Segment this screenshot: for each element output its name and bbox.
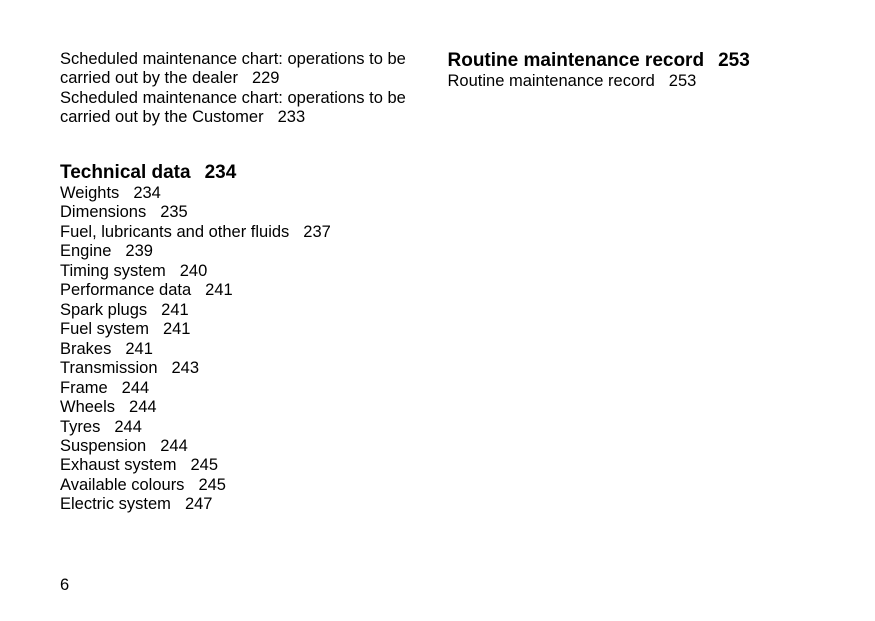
toc-entry: Performance data 241 [60, 281, 428, 300]
toc-entry-page: 241 [205, 281, 233, 299]
toc-entry-page: 243 [172, 359, 200, 377]
page-number: 6 [60, 576, 69, 595]
toc-entry-label: Spark plugs [60, 301, 147, 319]
toc-entry: Electric system 247 [60, 495, 428, 514]
toc-entry-label: Tyres [60, 418, 100, 436]
toc-entry-page: 241 [161, 301, 189, 319]
toc-entry-label: Scheduled maintenance chart: operations … [60, 89, 406, 126]
toc-entry-label: Performance data [60, 281, 191, 299]
toc-entry-page: 237 [303, 223, 331, 241]
toc-entry-label: Frame [60, 379, 108, 397]
toc-entry: Fuel, lubricants and other fluids 237 [60, 223, 428, 242]
toc-entry: Scheduled maintenance chart: operations … [60, 89, 428, 128]
toc-entry: Weights 234 [60, 184, 428, 203]
toc-entry-page: 244 [160, 437, 188, 455]
toc-entry-label: Transmission [60, 359, 158, 377]
section-title-page: 253 [718, 50, 750, 71]
toc-entry: Available colours 245 [60, 476, 428, 495]
toc-entry: Scheduled maintenance chart: operations … [60, 50, 428, 89]
left-column: Scheduled maintenance chart: operations … [60, 50, 428, 515]
toc-entry-label: Timing system [60, 262, 166, 280]
toc-entry-page: 244 [122, 379, 150, 397]
toc-page: Scheduled maintenance chart: operations … [0, 0, 875, 621]
toc-entry: Timing system 240 [60, 262, 428, 281]
toc-entry: Exhaust system 245 [60, 456, 428, 475]
toc-entry-label: Dimensions [60, 203, 146, 221]
toc-entry-page: 244 [129, 398, 157, 416]
toc-entry: Fuel system 241 [60, 320, 428, 339]
toc-entry-page: 247 [185, 495, 213, 513]
toc-entry-page: 241 [125, 340, 153, 358]
toc-entry-page: 233 [278, 108, 306, 126]
toc-entry-label: Exhaust system [60, 456, 176, 474]
toc-entry-page: 239 [125, 242, 153, 260]
toc-entry: Engine 239 [60, 242, 428, 261]
toc-entry-page: 245 [198, 476, 226, 494]
toc-entry: Routine maintenance record 253 [448, 72, 816, 91]
toc-entry-label: Routine maintenance record [448, 72, 655, 90]
toc-entry-page: 245 [190, 456, 218, 474]
toc-entry-label: Scheduled maintenance chart: operations … [60, 50, 406, 87]
toc-entry-page: 241 [163, 320, 191, 338]
toc-entry-label: Weights [60, 184, 119, 202]
toc-entry-page: 244 [114, 418, 142, 436]
toc-entry-label: Electric system [60, 495, 171, 513]
section-title-page: 234 [205, 162, 237, 183]
toc-entry-page: 229 [252, 69, 280, 87]
toc-entry: Suspension 244 [60, 437, 428, 456]
section-title-routine-maintenance: Routine maintenance record 253 [448, 50, 816, 72]
toc-entry-label: Fuel system [60, 320, 149, 338]
toc-entry: Frame 244 [60, 379, 428, 398]
toc-entry: Wheels 244 [60, 398, 428, 417]
columns: Scheduled maintenance chart: operations … [60, 50, 815, 515]
section-title-label: Technical data [60, 162, 191, 183]
toc-entry: Dimensions 235 [60, 203, 428, 222]
toc-entry: Transmission 243 [60, 359, 428, 378]
toc-entry-page: 234 [133, 184, 161, 202]
section-title-label: Routine maintenance record [448, 50, 705, 71]
toc-entry-page: 253 [669, 72, 697, 90]
toc-entry-label: Engine [60, 242, 111, 260]
toc-entry-label: Fuel, lubricants and other fluids [60, 223, 289, 241]
toc-entry-label: Suspension [60, 437, 146, 455]
toc-entry-label: Available colours [60, 476, 184, 494]
toc-entry-page: 240 [180, 262, 208, 280]
toc-entry: Spark plugs 241 [60, 301, 428, 320]
toc-entry-page: 235 [160, 203, 188, 221]
toc-entry: Tyres 244 [60, 418, 428, 437]
toc-entry-label: Brakes [60, 340, 111, 358]
section-title-technical-data: Technical data 234 [60, 162, 428, 184]
right-column: Routine maintenance record253 Routine ma… [448, 50, 816, 515]
toc-entry-label: Wheels [60, 398, 115, 416]
toc-entry: Brakes 241 [60, 340, 428, 359]
